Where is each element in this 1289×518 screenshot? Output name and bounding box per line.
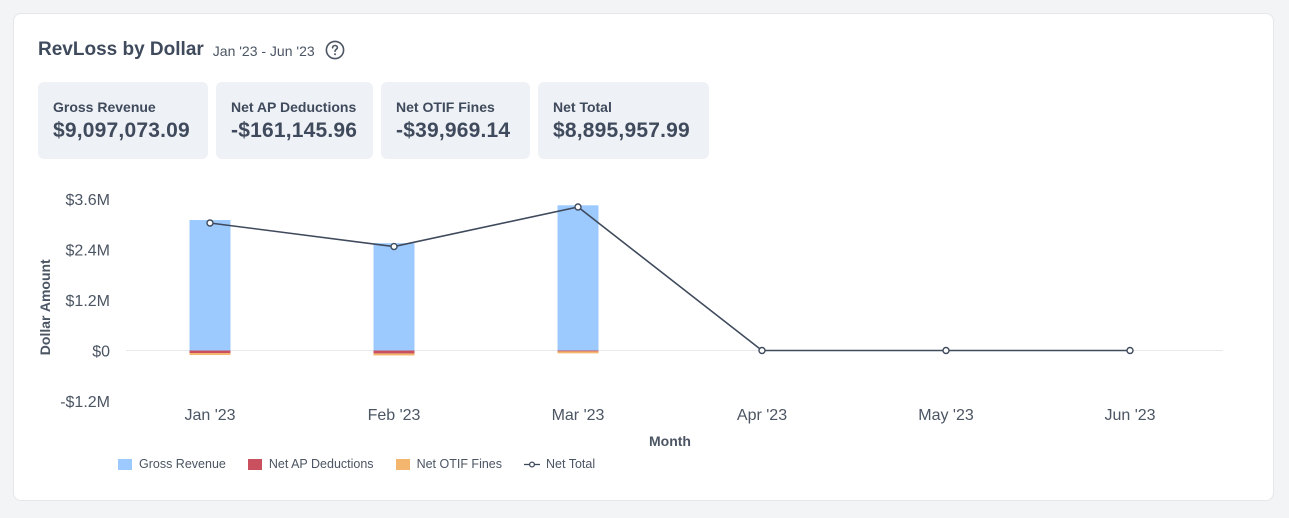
x-tick-label: Feb '23 [368, 407, 421, 424]
point-net-total [942, 346, 950, 355]
stat-net-otif-fines: Net OTIF Fines -$39,969.14 [381, 82, 530, 159]
bar-gross-revenue [189, 220, 231, 351]
x-tick-label: Apr '23 [737, 407, 787, 424]
chart-legend: Gross Revenue Net AP Deductions Net OTIF… [118, 457, 617, 471]
stat-value: $9,097,073.09 [53, 118, 190, 142]
stat-value: -$39,969.14 [396, 118, 511, 142]
page-title: RevLoss by Dollar [38, 39, 204, 60]
y-tick-label: $3.6M [66, 192, 110, 209]
x-tick-label: Jun '23 [1104, 407, 1155, 424]
y-tick-label: $0 [92, 344, 110, 361]
stat-label: Gross Revenue [53, 98, 156, 115]
line-net-total [209, 206, 1130, 352]
legend-swatch-net-otif-fines [395, 458, 410, 470]
x-tick-label: May '23 [918, 407, 974, 424]
summary-stats: Gross Revenue $9,097,073.09 Net AP Deduc… [38, 82, 709, 159]
point-net-total [1126, 346, 1134, 355]
legend-label: Gross Revenue [139, 457, 226, 471]
point-net-total [206, 219, 214, 227]
legend-label: Net OTIF Fines [416, 457, 502, 471]
stat-net-ap-deductions: Net AP Deductions -$161,145.96 [216, 82, 373, 159]
card-header: RevLoss by Dollar Jan '23 - Jun '23 [38, 38, 345, 62]
bar-net-otif-fines [189, 353, 231, 356]
stat-label: Net OTIF Fines [396, 98, 495, 115]
stat-value: -$161,145.96 [231, 118, 358, 142]
date-range: Jan '23 - Jun '23 [212, 43, 315, 59]
stat-gross-revenue: Gross Revenue $9,097,073.09 [38, 82, 208, 159]
point-net-total [390, 242, 398, 251]
chart-card: RevLoss by Dollar Jan '23 - Jun '23 Gros… [13, 13, 1274, 501]
legend-item-net-total[interactable]: Net Total [524, 457, 595, 471]
legend-item-gross-revenue[interactable]: Gross Revenue [118, 457, 226, 471]
y-tick-label: $2.4M [66, 243, 110, 260]
legend-swatch-net-ap-deductions [247, 458, 262, 470]
point-net-total [574, 203, 582, 211]
stat-net-total: Net Total $8,895,957.99 [538, 82, 709, 159]
x-tick-label: Jan '23 [184, 407, 235, 424]
question-circle-icon[interactable] [325, 40, 345, 60]
bar-net-otif-fines [557, 351, 599, 354]
point-net-total [758, 346, 766, 355]
bar-net-ap-deductions [189, 350, 231, 354]
y-tick-label: $1.2M [66, 293, 110, 310]
x-axis-title: Month [649, 433, 691, 449]
legend-label: Net AP Deductions [268, 457, 374, 471]
bar-gross-revenue [557, 205, 599, 351]
bar-gross-revenue [373, 243, 415, 351]
bar-net-ap-deductions [373, 350, 415, 354]
y-tick-label: -$1.2M [60, 394, 110, 411]
revloss-chart: -$1.2M $0 $1.2M $2.4M $3.6M Dollar Amount Jan … [37, 192, 1223, 449]
legend-item-net-otif-fines[interactable]: Net OTIF Fines [395, 457, 502, 471]
legend-swatch-net-total [524, 459, 540, 470]
legend-swatch-gross-revenue [118, 458, 132, 470]
stat-label: Net Total [553, 98, 612, 115]
y-axis-title: Dollar Amount [37, 259, 53, 355]
stat-label: Net AP Deductions [231, 98, 357, 115]
stat-value: $8,895,957.99 [553, 118, 690, 142]
legend-label: Net Total [546, 457, 596, 471]
x-tick-label: Mar '23 [552, 407, 605, 424]
legend-item-net-ap-deductions[interactable]: Net AP Deductions [247, 457, 374, 471]
bar-net-otif-fines [373, 353, 415, 356]
